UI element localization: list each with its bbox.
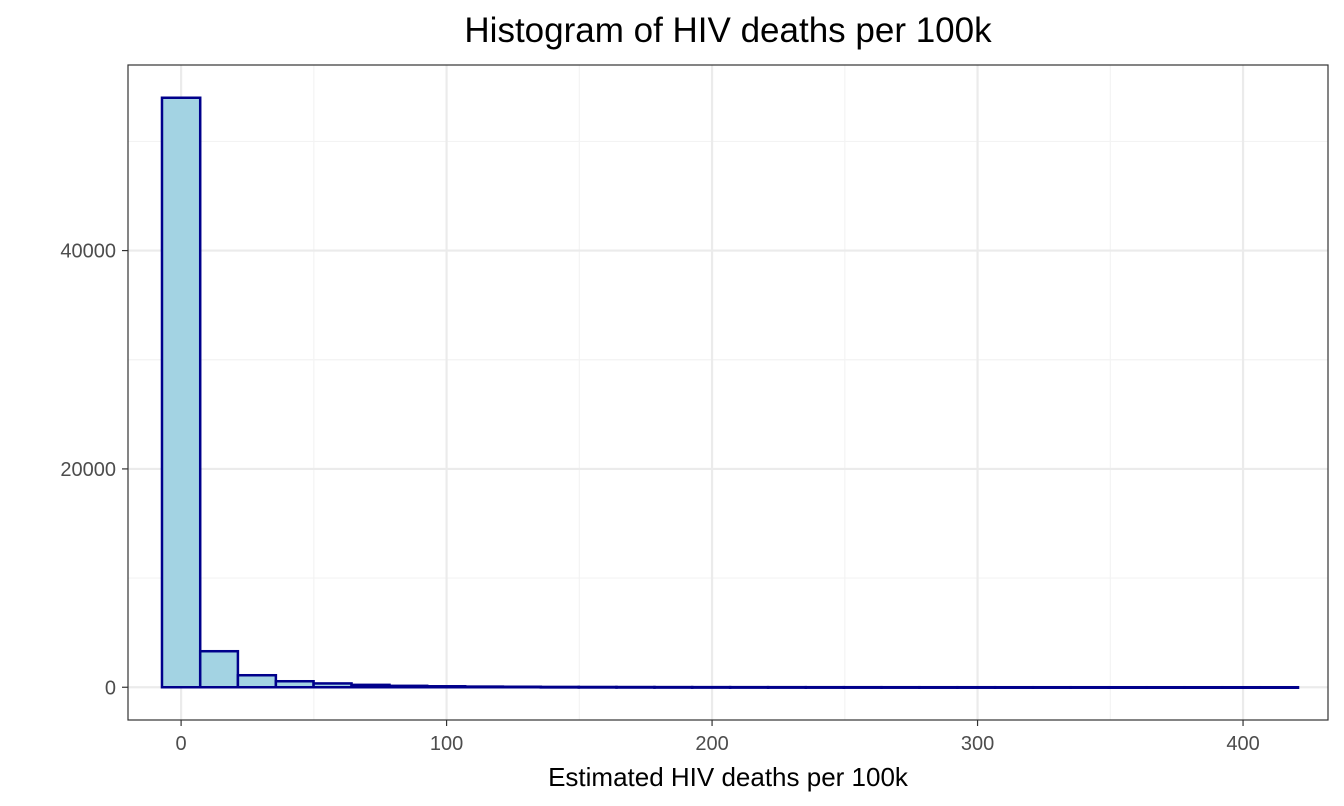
histogram-bar-29 [1258,685,1300,689]
histogram-bar-1 [198,649,240,689]
grid-lines [128,65,1328,720]
histogram-bar-22 [993,685,1035,689]
histogram-bar-26 [1145,685,1186,689]
histogram-bar-28 [1221,685,1262,689]
histogram-bar-20 [918,685,959,689]
histogram-bar-8 [463,685,505,689]
y-axis: 0 20000 40000 [60,241,128,699]
histogram-bar-19 [880,685,921,689]
histogram-bar-14 [690,685,732,689]
histogram-bar-25 [1107,685,1148,689]
histogram-bar-4 [312,682,353,689]
y-tick-label: 20000 [60,459,116,481]
x-tick-label: 300 [961,733,994,755]
chart-title: Histogram of HIV deaths per 100k [464,11,992,50]
histogram-bar-13 [653,685,694,689]
histogram-bars [160,96,1300,689]
y-tick-label: 40000 [60,241,116,263]
histogram-bar-27 [1183,685,1224,689]
histogram-bar-9 [501,685,543,689]
histogram-bar-6 [388,684,429,689]
histogram-bar-11 [577,685,618,689]
histogram-bar-21 [956,685,997,689]
x-tick-label: 100 [430,733,463,755]
x-tick-label: 0 [176,733,187,755]
histogram-bar-23 [1031,685,1072,689]
histogram-bar-12 [615,685,656,689]
histogram-bar-24 [1069,685,1110,689]
histogram-bar-7 [425,685,467,689]
histogram-bar-2 [236,673,278,689]
x-tick-label: 200 [695,733,728,755]
x-tick-label: 400 [1226,733,1259,755]
y-tick-label: 0 [105,677,116,699]
histogram-bar-17 [804,685,846,689]
histogram-bar-16 [766,685,808,689]
x-axis: 0 100 200 300 400 [176,720,1260,755]
histogram-bar-10 [539,685,581,689]
histogram-bar-5 [350,683,391,689]
histogram-bar-15 [728,685,770,689]
histogram-bar-3 [274,679,315,689]
histogram-bar-18 [842,685,883,689]
histogram-bar-0 [160,96,202,689]
x-axis-title: Estimated HIV deaths per 100k [548,762,909,792]
panel-border [127,64,1329,721]
